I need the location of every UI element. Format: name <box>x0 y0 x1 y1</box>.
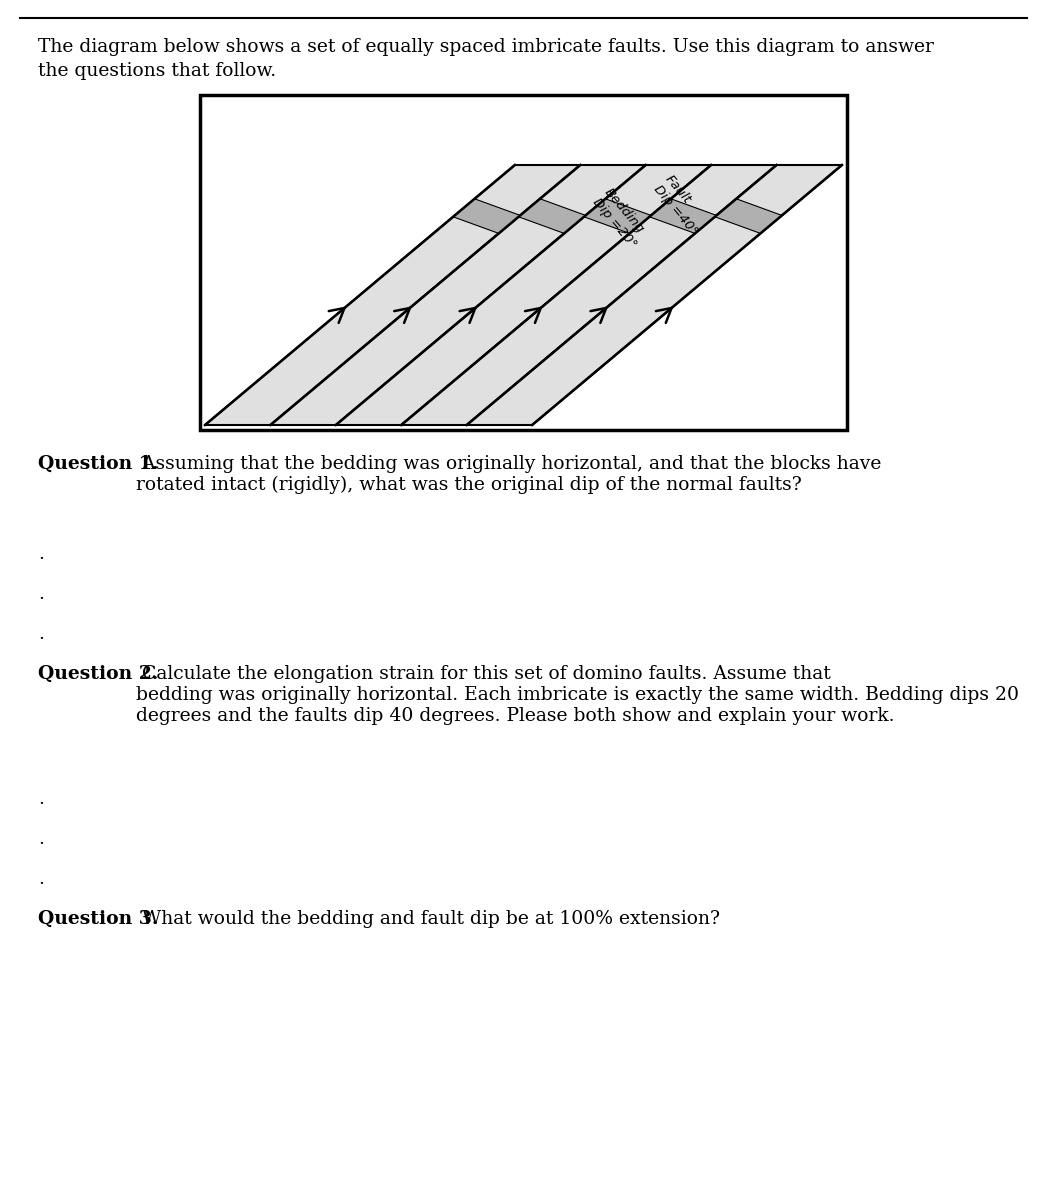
Text: .: . <box>38 625 44 643</box>
Text: Question 1.: Question 1. <box>38 455 158 473</box>
Polygon shape <box>336 164 711 425</box>
Polygon shape <box>649 199 716 234</box>
Polygon shape <box>401 164 777 425</box>
Text: The diagram below shows a set of equally spaced imbricate faults. Use this diagr: The diagram below shows a set of equally… <box>38 38 934 56</box>
Text: What would the bedding and fault dip be at 100% extension?: What would the bedding and fault dip be … <box>136 910 720 928</box>
Text: .: . <box>38 830 44 848</box>
Polygon shape <box>715 199 782 234</box>
Text: Assuming that the bedding was originally horizontal, and that the blocks have
ro: Assuming that the bedding was originally… <box>136 455 882 494</box>
Text: Fault
Dip =40°: Fault Dip =40° <box>651 173 712 238</box>
Polygon shape <box>200 95 847 430</box>
Polygon shape <box>205 164 580 425</box>
Text: .: . <box>38 870 44 888</box>
Polygon shape <box>467 164 842 425</box>
Polygon shape <box>518 199 585 234</box>
Text: .: . <box>38 545 44 563</box>
Polygon shape <box>584 199 651 234</box>
Text: Question 2.: Question 2. <box>38 665 158 683</box>
Polygon shape <box>453 199 520 234</box>
Text: .: . <box>38 790 44 808</box>
Text: Question 3.: Question 3. <box>38 910 158 928</box>
Text: the questions that follow.: the questions that follow. <box>38 62 276 80</box>
Text: .: . <box>38 584 44 602</box>
Polygon shape <box>270 164 646 425</box>
Text: Calculate the elongation strain for this set of domino faults. Assume that
beddi: Calculate the elongation strain for this… <box>136 665 1019 725</box>
Text: Bedding
Dip =20°: Bedding Dip =20° <box>591 186 651 251</box>
